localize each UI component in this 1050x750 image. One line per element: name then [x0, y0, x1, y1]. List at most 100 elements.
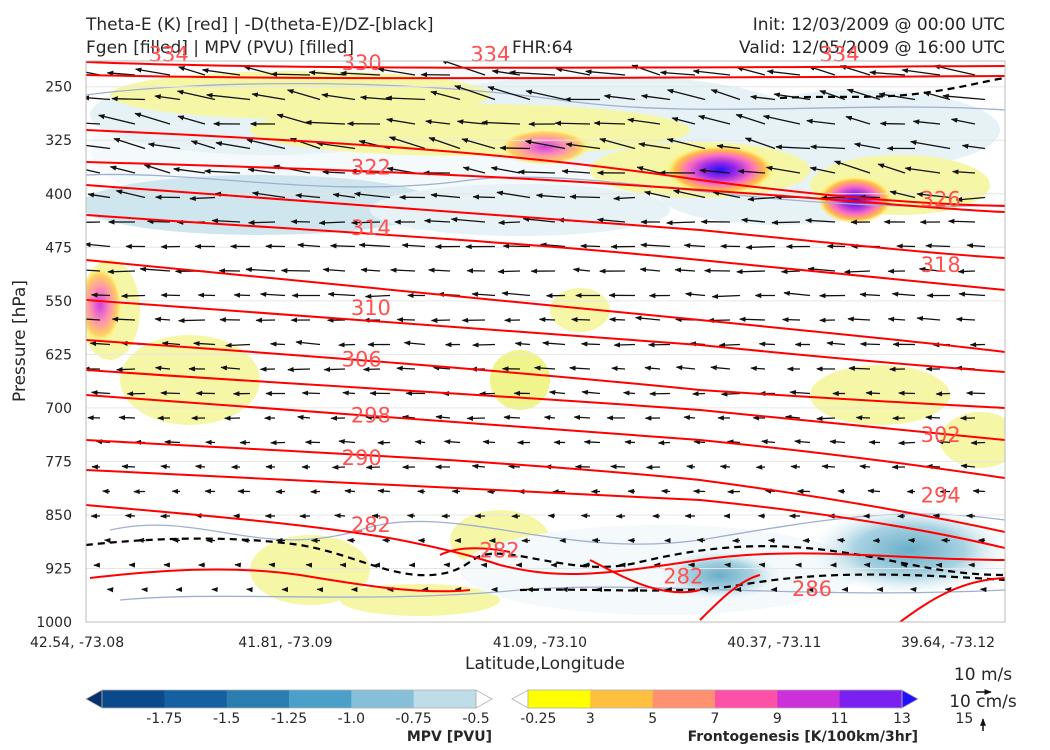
wind-vector — [456, 119, 486, 125]
title-line-1: Theta-E (K) [red] | -D(theta-E)/DZ-[blac… — [86, 15, 434, 35]
wind-vector — [837, 488, 846, 494]
theta-e-contour-10 — [86, 369, 1005, 441]
wind-vector — [580, 513, 591, 519]
wind-vector — [466, 415, 486, 421]
theta-e-label: 334 — [149, 43, 189, 67]
filled-region-28 — [817, 176, 893, 224]
frontogenesis-colorbar-segment — [715, 690, 778, 708]
vector-key-horizontal-label: 10 m/s — [954, 665, 1012, 685]
wind-vector — [154, 365, 171, 371]
wind-vector — [90, 292, 111, 298]
wind-vector — [86, 221, 101, 223]
wind-vector — [932, 513, 941, 519]
wind-vector — [270, 71, 311, 77]
wind-vector — [907, 537, 916, 544]
wind-vector — [443, 439, 461, 445]
wind-vector — [683, 414, 696, 421]
wind-vector — [360, 267, 381, 273]
wind-vector — [806, 118, 836, 125]
frontogenesis-colorbar-segment — [652, 690, 716, 708]
wind-vector — [120, 293, 146, 299]
wind-vector — [736, 66, 766, 76]
stability-contour-3 — [779, 76, 1005, 100]
wind-vector — [644, 365, 661, 371]
wind-vector — [134, 67, 171, 76]
wind-vector — [736, 269, 766, 275]
wind-vector — [771, 219, 801, 226]
wind-vector — [113, 137, 146, 150]
wind-vector — [766, 69, 801, 76]
wind-vector — [843, 269, 871, 275]
wind-vector — [86, 269, 101, 272]
wind-vector — [301, 390, 321, 396]
wind-vector — [406, 513, 416, 519]
wind-vector — [737, 168, 766, 175]
wind-vector — [807, 266, 836, 272]
wind-vector — [896, 243, 916, 249]
wind-vector — [966, 390, 986, 396]
y-tick-label: 625 — [45, 347, 72, 363]
y-tick-label: 1000 — [36, 615, 72, 631]
wind-vector — [696, 537, 706, 543]
wind-vector — [855, 415, 871, 421]
wind-vector — [321, 92, 356, 101]
mpv-colorbar-segment — [102, 690, 165, 708]
mpv-colorbar-segment — [289, 690, 352, 708]
filled-region-15 — [810, 365, 950, 425]
wind-vector — [951, 169, 976, 175]
wind-vector — [916, 315, 941, 322]
wind-vector — [193, 340, 216, 347]
wind-vector — [925, 243, 951, 249]
wind-vector — [435, 414, 451, 420]
wind-vector — [859, 464, 871, 470]
wind-vector — [869, 70, 906, 76]
wind-vector — [388, 136, 426, 150]
wind-vector — [377, 67, 416, 76]
wind-vector — [334, 513, 346, 519]
wind-vector — [640, 93, 671, 101]
wind-vector — [955, 196, 986, 203]
wind-vector — [936, 439, 951, 445]
wind-vector — [103, 537, 111, 544]
wind-vector — [783, 290, 811, 297]
wind-vector — [482, 439, 496, 445]
wind-vector — [821, 463, 836, 470]
wind-vector — [580, 243, 601, 249]
theta-e-contour-14 — [86, 504, 1005, 576]
wind-vector — [627, 117, 661, 125]
theta-e-contour-11 — [86, 394, 1005, 479]
mpv-colorbar-extend-high — [475, 689, 493, 709]
wind-vector — [215, 141, 251, 150]
wind-vector — [350, 220, 381, 226]
wind-vector — [692, 68, 731, 76]
frontogenesis-colorbar-segment — [528, 690, 591, 708]
wind-vector — [820, 195, 846, 201]
wind-vector — [525, 89, 566, 101]
wind-vector — [955, 316, 976, 322]
wind-vector — [596, 217, 626, 223]
wind-vector — [177, 115, 206, 125]
mpv-colorbar: -1.75 -1.5 -1.25 -1.0 -0.75 -0.5 -0.25 — [85, 689, 556, 727]
wind-vector — [859, 341, 881, 347]
x-tick-label: 42.54, -73.08 — [30, 635, 124, 651]
wind-vector — [342, 390, 356, 396]
wind-vector — [611, 365, 626, 372]
wind-vector — [322, 267, 346, 273]
frontogenesis-colorbar-tick-label: 3 — [586, 711, 595, 727]
wind-vector — [295, 193, 321, 199]
wind-vector — [561, 168, 591, 175]
wind-vector — [636, 166, 661, 174]
mpv-colorbar-tick-label: -1.25 — [271, 711, 307, 727]
wind-vector — [430, 317, 451, 323]
wind-vector — [522, 216, 556, 223]
wind-vector — [423, 218, 451, 224]
wind-vector — [502, 243, 531, 249]
wind-vector — [859, 292, 881, 298]
wind-vector — [364, 293, 391, 299]
frontogenesis-colorbar-tick-label: 13 — [893, 711, 911, 727]
mpv-colorbar-tick-label: -1.0 — [338, 711, 365, 727]
wind-vector — [933, 64, 976, 76]
wind-vector — [91, 390, 111, 396]
title-line-2: Fgen [filled] | MPV (PVU) [filled] — [86, 38, 355, 58]
wind-vector — [461, 138, 496, 150]
